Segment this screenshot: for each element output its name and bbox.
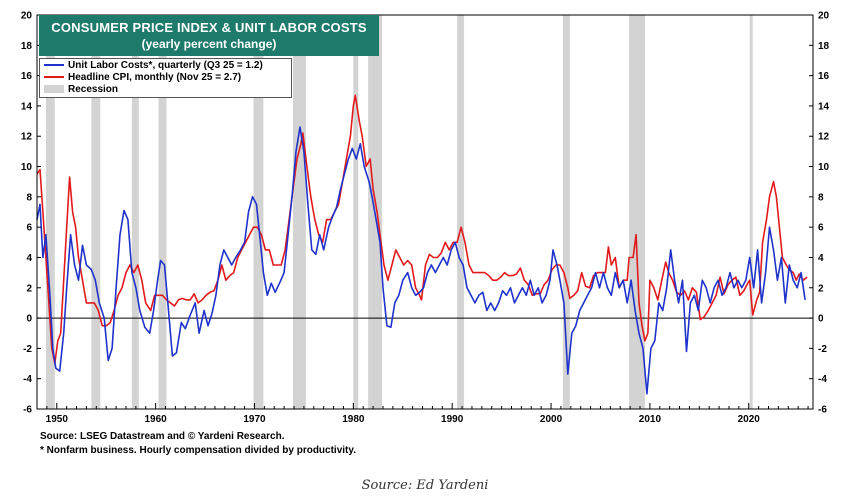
x-tick-label: 1960 (144, 414, 167, 425)
x-tick-label: 2000 (540, 414, 563, 425)
y-tick-label-right: 16 (818, 71, 830, 82)
legend: Unit Labor Costs*, quarterly (Q3 25 = 1.… (39, 58, 292, 98)
y-tick-label-left: 4 (26, 253, 32, 264)
y-tick-label-left: 18 (21, 41, 33, 52)
y-tick-label-right: 8 (818, 192, 824, 203)
recession-band-9 (562, 15, 570, 409)
y-tick-label-right: -4 (818, 374, 827, 385)
recession-band-1 (91, 15, 101, 409)
legend-swatch-ulc (44, 64, 64, 67)
y-tick-label-left: -4 (23, 374, 32, 385)
recession-band-11 (749, 15, 753, 409)
y-tick-label-right: 10 (818, 162, 830, 173)
recession-bands (45, 15, 753, 409)
axis-ticks: -6 -6 -4 -4 -2 -2 0 0 2 2 4 4 6 6 8 8 10 10 12 12 14 14 16 16 18… (21, 11, 830, 426)
legend-item-cpi: Headline CPI, monthly (Nov 25 = 2.7) (44, 72, 241, 84)
series-line-cpi (36, 94, 808, 365)
y-tick-label-right: 18 (818, 41, 830, 52)
y-tick-label-right: 20 (818, 11, 830, 22)
plot-frame (36, 14, 814, 410)
y-tick-label-left: 20 (21, 11, 33, 22)
legend-swatch-cpi (44, 76, 64, 79)
x-tick-label: 1980 (342, 414, 365, 425)
y-tick-label-right: 0 (818, 314, 824, 325)
definition-note: * Nonfarm business. Hourly compensation … (40, 445, 356, 456)
y-tick-label-left: 14 (21, 101, 33, 112)
y-tick-label-left: -6 (23, 405, 32, 416)
recession-band-8 (457, 15, 465, 409)
y-tick-label-left: 16 (21, 71, 33, 82)
source-note: Source: LSEG Datastream and © Yardeni Re… (40, 431, 285, 442)
recession-band-3 (158, 15, 167, 409)
recession-band-5 (293, 15, 306, 409)
y-tick-label-left: 10 (21, 162, 33, 173)
chart-title-box: CONSUMER PRICE INDEX & UNIT LABOR COSTS … (39, 15, 379, 56)
chart-title: CONSUMER PRICE INDEX & UNIT LABOR COSTS (51, 20, 367, 35)
x-tick-label: 1950 (46, 414, 69, 425)
y-tick-label-left: 2 (26, 283, 32, 294)
y-tick-label-right: 6 (818, 223, 824, 234)
x-tick-label: 1970 (243, 414, 266, 425)
y-tick-label-left: 0 (26, 314, 32, 325)
x-tick-label: 2010 (639, 414, 662, 425)
recession-band-6 (353, 15, 359, 409)
y-tick-label-right: 14 (818, 101, 830, 112)
y-tick-label-right: 4 (818, 253, 824, 264)
recession-band-2 (131, 15, 139, 409)
image-caption: Source: Ed Yardeni (361, 478, 489, 493)
recession-band-10 (629, 15, 645, 409)
legend-label-ulc: Unit Labor Costs*, quarterly (Q3 25 = 1.… (68, 60, 263, 71)
x-tick-label: 2020 (738, 414, 761, 425)
recession-band-4 (253, 15, 264, 409)
series-line-ulc (36, 126, 806, 395)
footnotes: Source: LSEG Datastream and © Yardeni Re… (40, 431, 356, 459)
chart-subtitle: (yearly percent change) (141, 37, 277, 51)
y-tick-label-right: -6 (818, 405, 827, 416)
y-tick-label-left: 8 (26, 192, 32, 203)
legend-item-ulc: Unit Labor Costs*, quarterly (Q3 25 = 1.… (44, 60, 263, 72)
y-tick-label-left: -2 (23, 344, 32, 355)
y-tick-label-left: 12 (21, 132, 33, 143)
x-tick-label: 1990 (441, 414, 464, 425)
y-tick-label-right: -2 (818, 344, 827, 355)
legend-item-recession: Recession (44, 84, 118, 96)
y-tick-label-right: 12 (818, 132, 830, 143)
legend-swatch-recession (44, 85, 64, 94)
y-tick-label-left: 6 (26, 223, 32, 234)
series-lines (36, 94, 808, 395)
legend-label-recession: Recession (68, 84, 119, 95)
y-tick-label-right: 2 (818, 283, 824, 294)
legend-label-cpi: Headline CPI, monthly (Nov 25 = 2.7) (68, 72, 242, 83)
recession-band-0 (45, 15, 55, 409)
